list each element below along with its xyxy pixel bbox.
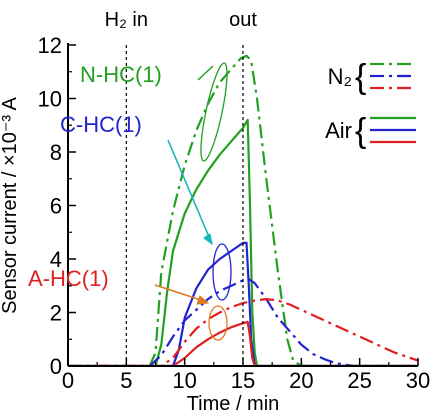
x-tick-label: 30	[406, 368, 430, 393]
a-hc-callout-loop	[208, 305, 228, 341]
x-tick-label: 10	[172, 368, 196, 393]
y-tick-label: 2	[50, 301, 62, 326]
series-line	[68, 298, 418, 366]
x-axis-title: Time / min	[187, 393, 280, 415]
x-tick-label: 15	[231, 368, 255, 393]
event-label-h2-in: H₂ in	[105, 9, 148, 31]
y-tick-label: 6	[50, 194, 62, 219]
event-label-out: out	[229, 9, 257, 31]
c-hc-callout-line	[167, 139, 213, 245]
axes-layer	[67, 43, 419, 367]
y-tick-label: 12	[38, 33, 62, 58]
legend-label: N₂	[328, 64, 352, 89]
series-line	[68, 54, 418, 366]
c-hc-callout-arrow	[203, 233, 213, 246]
x-tick-label: 25	[347, 368, 371, 393]
y-axis-title: Sensor current / ×10⁻³ A	[0, 96, 21, 313]
series-label: A-HC(1)	[28, 266, 109, 291]
series-label: C-HC(1)	[60, 112, 142, 137]
c-hc-callout-loop	[212, 243, 232, 301]
series-label: N-HC(1)	[80, 62, 162, 87]
series-layer	[68, 54, 418, 366]
series-line	[68, 118, 418, 366]
y-tick-label: 0	[50, 354, 62, 379]
text-layer: 0 5 10 15 20 25 30 0 2 4 6 8 10 12 Time / min Sensor cu…	[0, 9, 430, 415]
x-tick-label: 5	[120, 368, 132, 393]
legend-brace: {	[355, 58, 366, 96]
n-hc-callout-line	[197, 65, 214, 81]
x-tick-label: 0	[62, 368, 74, 393]
legend-brace: {	[355, 112, 366, 150]
y-tick-label: 10	[38, 87, 62, 112]
annotation-layer	[125, 45, 244, 366]
legend: N₂ {Air{	[325, 58, 416, 150]
a-hc-callout-arrow	[196, 295, 210, 305]
y-tick-label: 4	[50, 247, 62, 272]
series-line	[68, 241, 418, 366]
x-tick-label: 20	[289, 368, 313, 393]
y-tick-label: 8	[50, 140, 62, 165]
legend-label: Air	[325, 118, 352, 143]
n-hc-callout-loop	[200, 62, 228, 162]
